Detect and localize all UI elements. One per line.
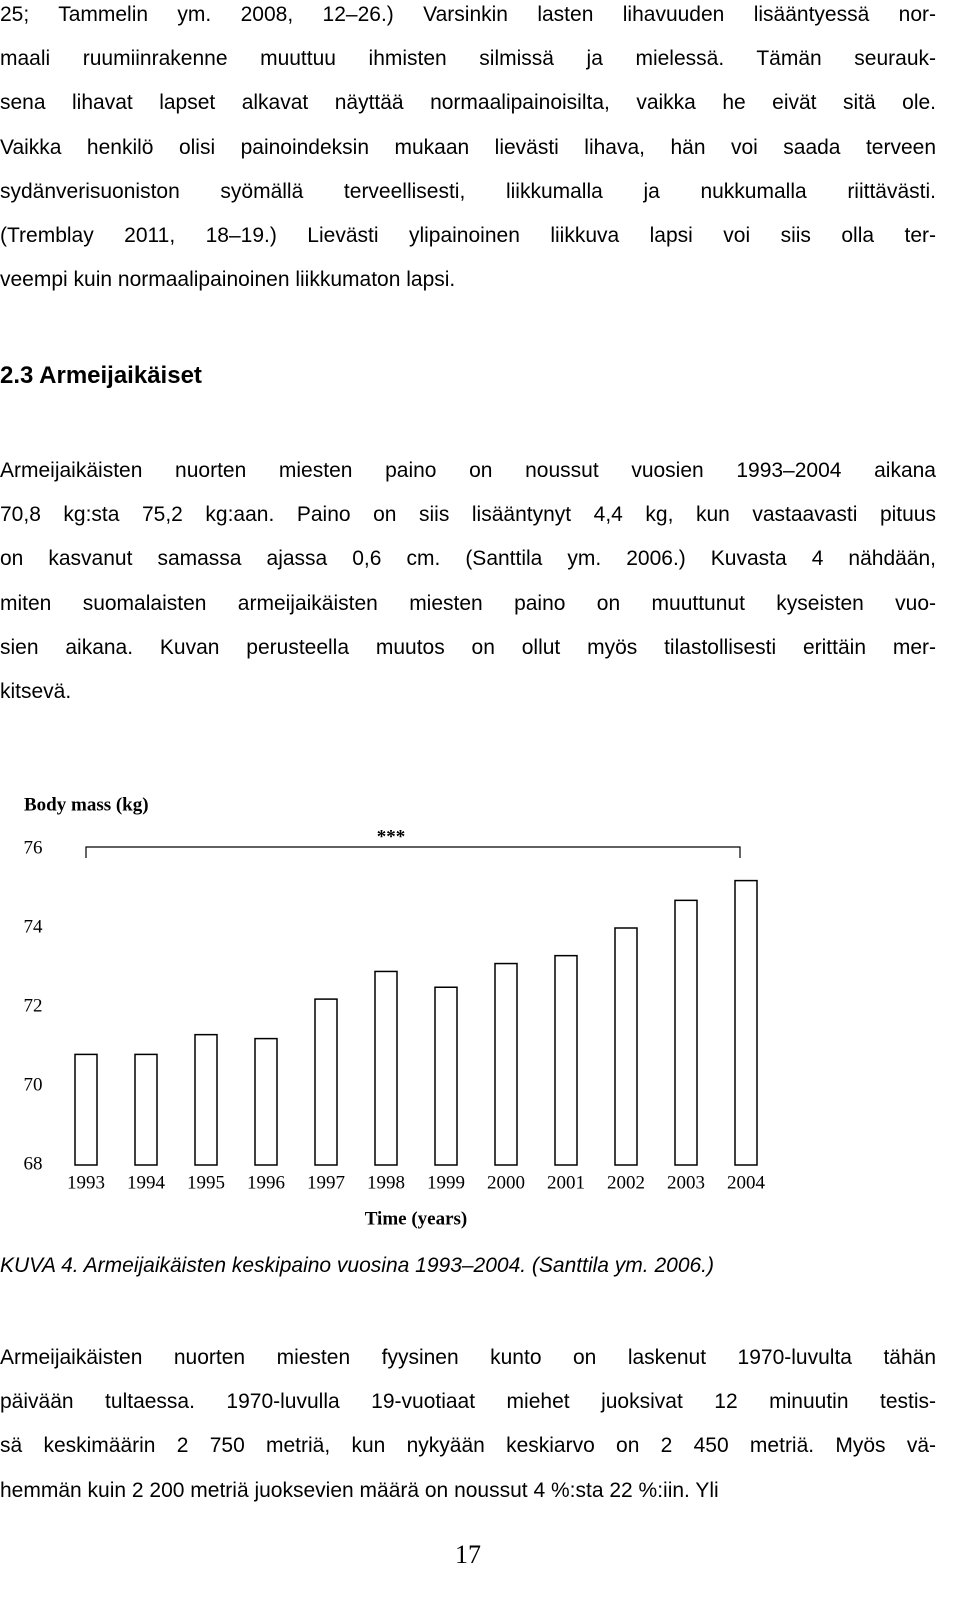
bar <box>434 986 458 1166</box>
text-line: Armeijaikäisten nuorten miesten fyysinen… <box>0 1346 936 1369</box>
bar <box>194 1033 218 1166</box>
text-line: hemmän kuin 2 200 metriä juoksevien määr… <box>0 1478 719 1502</box>
text-line: 70,8 kg:sta 75,2 kg:aan. Paino on siis l… <box>0 503 936 527</box>
text-line: maali ruumiinrakenne muuttuu ihmisten si… <box>0 47 936 71</box>
x-tick-label: 2002 <box>607 1172 645 1193</box>
x-tick-label: 1994 <box>127 1172 166 1193</box>
bar <box>74 1053 98 1166</box>
significance-annotation: *** <box>377 826 406 847</box>
y-tick-label: 70 <box>24 1074 43 1095</box>
page-number: 17 <box>455 1540 481 1569</box>
text-line: sien aikana. Kuvan perusteella muutos on… <box>0 635 936 659</box>
bar <box>314 998 338 1166</box>
y-tick-label: 72 <box>24 995 43 1016</box>
text-line: 25; Tammelin ym. 2008, 12–26.) Varsinkin… <box>0 3 936 26</box>
bar <box>554 954 578 1166</box>
x-tick-label: 1995 <box>187 1172 225 1193</box>
y-tick-label: 76 <box>24 837 43 858</box>
y-axis-label: Body mass (kg) <box>24 794 149 815</box>
bar <box>734 879 758 1166</box>
x-tick-label: 1996 <box>247 1172 285 1193</box>
text-line: sena lihavat lapset alkavat näyttää norm… <box>0 91 936 115</box>
x-axis-label: Time (years) <box>365 1208 468 1229</box>
bar <box>494 962 518 1166</box>
x-tick-label: 2003 <box>667 1172 705 1193</box>
text-line: kitsevä. <box>0 680 72 703</box>
bar <box>254 1037 278 1166</box>
x-tick-label: 1993 <box>67 1172 105 1193</box>
text-line: Vaikka henkilö olisi painoindeksin mukaa… <box>0 135 936 159</box>
text-line: sydänverisuoniston syömällä terveellises… <box>0 179 936 203</box>
text-line: on kasvanut samassa ajassa 0,6 cm. (Sant… <box>0 547 936 571</box>
text-line: Armeijaikäisten nuorten miesten paino on… <box>0 459 936 482</box>
text-line: miten suomalaisten armeijaikäisten miest… <box>0 591 936 615</box>
bar <box>674 899 698 1166</box>
significance-bracket <box>85 846 741 858</box>
section-heading: 2.3 Armeijaikäiset <box>0 362 202 389</box>
text-line: (Tremblay 2011, 18–19.) Lievästi ylipain… <box>0 224 936 247</box>
text-line: sä keskimäärin 2 750 metriä, kun nykyään… <box>0 1434 936 1458</box>
bar <box>134 1053 158 1166</box>
y-tick-label: 68 <box>24 1153 43 1174</box>
bar <box>374 970 398 1166</box>
x-tick-label: 2000 <box>487 1172 525 1193</box>
x-tick-label: 1998 <box>367 1172 405 1193</box>
bar <box>614 927 638 1166</box>
figure-caption: KUVA 4. Armeijaikäisten keskipaino vuosi… <box>0 1254 715 1277</box>
text-line: päivään tultaessa. 1970-luvulla 19-vuoti… <box>0 1390 936 1414</box>
x-tick-label: 2001 <box>547 1172 585 1193</box>
x-tick-label: 1999 <box>427 1172 465 1193</box>
y-tick-label: 74 <box>24 916 44 937</box>
x-tick-label: 1997 <box>307 1172 345 1193</box>
text-line: veempi kuin normaalipainoinen liikkumato… <box>0 268 456 292</box>
x-tick-label: 2004 <box>727 1172 766 1193</box>
